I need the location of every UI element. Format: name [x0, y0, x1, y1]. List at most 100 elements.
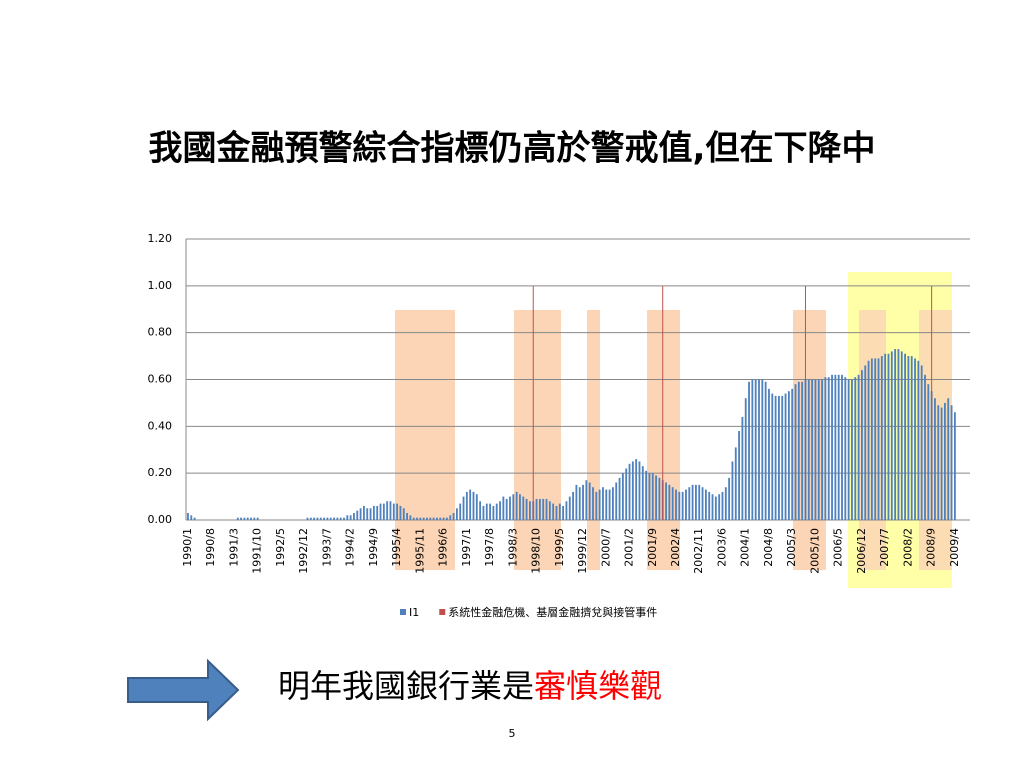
bar [452, 512, 455, 520]
bar [714, 496, 717, 520]
bar [389, 501, 392, 520]
x-tick-label: 1999/5 [553, 528, 566, 567]
bar [658, 477, 661, 520]
x-tick-label: 1998/10 [530, 528, 543, 574]
bar [595, 491, 598, 520]
bar [841, 374, 843, 520]
bar [326, 517, 329, 520]
bar [621, 473, 624, 520]
bar [718, 494, 721, 520]
bar [256, 517, 259, 520]
bar [529, 501, 531, 520]
bar [844, 377, 847, 520]
bar [781, 395, 784, 520]
bar [890, 351, 893, 520]
bar [758, 379, 760, 520]
x-tick-label: 2001/9 [646, 528, 659, 567]
bar [608, 489, 611, 520]
bar [924, 374, 926, 520]
bar [309, 517, 312, 520]
bar [728, 477, 731, 520]
bar [439, 517, 442, 520]
bar [190, 515, 193, 520]
bar [827, 377, 830, 520]
bar [472, 491, 475, 520]
bar [635, 459, 638, 520]
bar [688, 487, 691, 520]
bar [817, 379, 820, 520]
bar [572, 491, 574, 520]
shade [647, 310, 680, 570]
bar [372, 505, 375, 520]
y-tick-label: 0.80 [148, 326, 173, 339]
bar [253, 517, 256, 520]
bar [711, 494, 714, 520]
bar [641, 466, 644, 520]
bar [519, 494, 521, 520]
bar [741, 416, 744, 520]
x-tick-label: 1997/8 [483, 528, 496, 567]
bar [343, 517, 345, 520]
y-tick-label: 1.00 [148, 279, 173, 292]
bar [449, 515, 452, 520]
bar [914, 358, 916, 520]
bar [436, 517, 438, 520]
bar [465, 491, 468, 520]
bar [505, 498, 508, 520]
bar [857, 374, 860, 520]
bar [764, 381, 767, 520]
bar [369, 508, 372, 520]
bar [548, 501, 551, 520]
bar [509, 496, 511, 520]
bar [489, 503, 491, 520]
y-tick-label: 0.00 [148, 513, 173, 526]
bar [645, 470, 648, 520]
legend-swatch [439, 609, 446, 615]
x-tick-label: 1990/8 [204, 528, 217, 567]
legend-label: I1 [409, 606, 419, 619]
bar [552, 503, 555, 520]
bar [894, 349, 897, 520]
bar [861, 370, 863, 520]
bar [429, 517, 432, 520]
bar [442, 517, 445, 520]
bar [751, 379, 754, 520]
bar [585, 480, 588, 520]
x-tick-label: 2007/7 [878, 528, 891, 567]
bar [864, 365, 867, 520]
bar [628, 463, 631, 520]
legend-swatch [400, 609, 406, 615]
bar [525, 498, 528, 520]
bar [392, 503, 395, 520]
bar [193, 517, 196, 520]
bar [665, 482, 667, 520]
bar [469, 489, 472, 520]
bar [811, 379, 814, 520]
bar [851, 379, 853, 520]
x-tick-label: 1996/6 [437, 528, 450, 567]
bar [648, 473, 651, 520]
bar [662, 285, 664, 520]
bar [602, 487, 604, 520]
bar [615, 482, 618, 520]
bar [934, 398, 936, 520]
bar [240, 517, 242, 520]
bar [502, 496, 505, 520]
x-tick-label: 1994/9 [367, 528, 380, 567]
bar [768, 388, 770, 520]
conclusion: 明年我國銀行業是審慎樂觀 [278, 667, 662, 705]
x-tick-label: 1992/12 [297, 528, 310, 574]
bar [801, 381, 804, 520]
bar [323, 517, 325, 520]
bar [568, 496, 571, 520]
bar [787, 391, 790, 520]
y-tick-label: 0.60 [148, 373, 173, 386]
x-tick-label: 2002/4 [669, 528, 682, 567]
bar [346, 515, 349, 520]
x-tick-label: 2008/9 [925, 528, 938, 567]
x-tick-label: 2001/2 [623, 528, 636, 567]
bar [887, 353, 890, 520]
bar [236, 517, 239, 520]
y-tick-label: 1.20 [148, 232, 173, 245]
bar [492, 505, 495, 520]
